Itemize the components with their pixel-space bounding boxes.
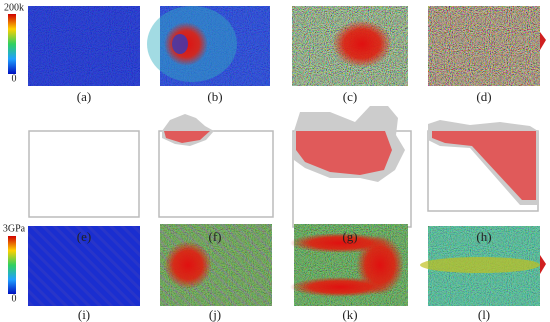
band (420, 257, 540, 273)
panel-h (427, 120, 539, 212)
bulge (540, 255, 546, 274)
panel-l (420, 226, 546, 306)
panel-label: (b) (207, 89, 222, 104)
frame (158, 130, 274, 218)
panel-label: (a) (77, 89, 91, 104)
panel-label: (h) (476, 229, 491, 244)
panel-f (158, 114, 274, 218)
panel-label: (k) (342, 307, 357, 322)
colorbar-min: 0 (12, 293, 17, 304)
colorbar-max: 3GPa (3, 223, 26, 234)
panel-k (290, 224, 408, 306)
panel-label: (g) (342, 229, 357, 244)
hot-zone (332, 20, 392, 68)
damage (432, 131, 536, 200)
panel-label: (f) (209, 229, 222, 244)
damage (164, 131, 210, 143)
panel-g (292, 106, 412, 228)
colorbar-max: 200k (4, 2, 24, 13)
hole (172, 34, 188, 54)
panel-label: (j) (209, 307, 221, 322)
panel-c (292, 6, 408, 86)
panel-label: (c) (343, 89, 357, 104)
noise (28, 6, 140, 86)
panel-a (28, 6, 140, 86)
colorbar (8, 14, 16, 74)
damage (296, 131, 392, 175)
colorbar (8, 236, 16, 294)
colorbar-min: 0 (12, 73, 17, 84)
panel-label: (e) (77, 229, 91, 244)
bulge (540, 32, 546, 50)
texture (28, 226, 140, 306)
panel-label: (d) (476, 89, 491, 104)
panel-label: (i) (78, 307, 90, 322)
noise (428, 6, 540, 86)
hot-zone (164, 241, 212, 289)
hot-zone (356, 235, 404, 295)
panel-e (28, 130, 140, 218)
panel-j (160, 224, 272, 306)
frame (28, 130, 140, 218)
panel-b (147, 6, 270, 86)
panel-label: (l) (478, 307, 490, 322)
panel-i (28, 226, 140, 306)
panel-d (428, 6, 546, 86)
